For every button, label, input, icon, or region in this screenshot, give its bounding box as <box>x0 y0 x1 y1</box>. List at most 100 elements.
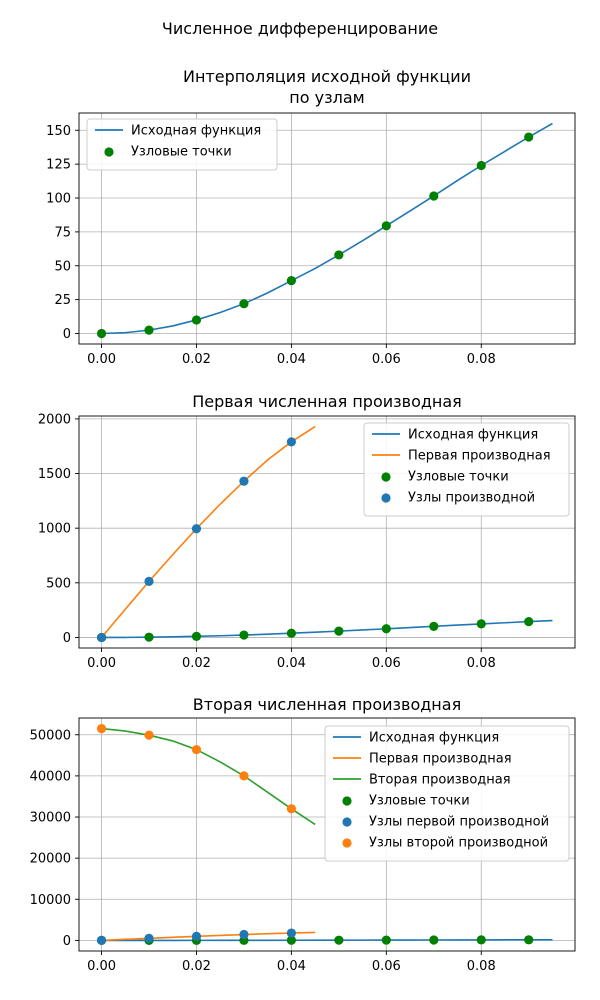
data-point-узлы-первой-производной <box>286 928 297 938</box>
legend-box <box>86 118 278 171</box>
chart-title-line: по узлам <box>289 88 364 107</box>
legend-label: Узлы производной <box>408 491 535 506</box>
legend-label: Узловые точки <box>131 145 232 160</box>
data-point-узловые-точки <box>286 628 297 638</box>
axes-frame <box>78 112 576 345</box>
legend-label: Первая производная <box>369 752 512 767</box>
legend: Исходная функция Первая производная Узловы… <box>363 422 570 517</box>
chart-title-line: Первая численная производная <box>192 392 462 411</box>
data-point-узлы-второй-производной <box>286 804 297 814</box>
legend-label: Узловые точки <box>369 794 470 809</box>
y-tick-label: 50000 <box>30 728 71 743</box>
series-line-первая-производная <box>100 425 316 638</box>
data-point-узловые-точки <box>476 935 486 945</box>
y-tick-label: 50 <box>54 259 71 274</box>
y-tick-label: 125 <box>46 158 71 173</box>
y-tick-label: 10000 <box>30 893 71 908</box>
data-point-узловые-точки <box>239 630 249 640</box>
legend-box <box>363 422 570 517</box>
y-tick-label: 25 <box>54 293 71 308</box>
legend-marker-swatch <box>342 796 352 806</box>
y-tick-label: 2000 <box>38 412 71 427</box>
x-tick-label: 0.02 <box>182 352 211 367</box>
y-tick-label: 1000 <box>38 522 71 537</box>
data-point-узлы-первой-производной <box>191 931 202 941</box>
x-tick-label: 0.02 <box>182 959 211 974</box>
y-tick-label: 0 <box>63 631 71 646</box>
data-point-узловые-точки <box>429 935 439 945</box>
x-tick-label: 0.00 <box>87 352 116 367</box>
legend-label: Исходная функция <box>408 428 538 443</box>
y-tick-label: 500 <box>46 576 71 591</box>
data-point-узлы-второй-производной <box>191 744 202 755</box>
data-point-узлы-производной <box>286 437 297 447</box>
y-tick-label: 30000 <box>30 811 71 826</box>
legend-label: Первая производная <box>408 449 551 464</box>
data-point-узловые-точки <box>191 315 202 325</box>
legend-box <box>324 725 570 862</box>
legend-marker-swatch <box>342 838 352 848</box>
data-point-узловые-точки <box>381 221 391 231</box>
x-tick-label: 0.00 <box>87 656 116 671</box>
x-tick-label: 0.06 <box>372 352 401 367</box>
data-point-узлы-первой-производной <box>96 935 107 946</box>
x-tick-label: 0.08 <box>467 352 496 367</box>
legend: Исходная функция Узловые точки <box>86 118 278 171</box>
legend-label: Исходная функция <box>131 124 261 139</box>
figure-title: Численное дифференцирование <box>162 19 438 38</box>
data-point-узловые-точки <box>476 619 486 629</box>
data-point-узловые-точки <box>476 160 486 171</box>
data-point-узлы-производной <box>191 524 202 534</box>
chart-title-line: Вторая численная производная <box>193 695 461 714</box>
legend-marker-swatch <box>381 493 391 503</box>
chart-first-derivative: Первая численная производная 0.00 0.02 0.04… <box>38 392 576 671</box>
data-point-узловые-точки <box>524 132 534 142</box>
data-point-узловые-точки <box>96 328 107 339</box>
data-point-узлы-первой-производной <box>144 933 154 943</box>
legend-label: Вторая производная <box>369 773 511 788</box>
y-tick-label: 75 <box>54 225 71 240</box>
axes-frame <box>78 717 576 952</box>
data-point-узлы-производной <box>96 632 107 643</box>
data-point-узловые-точки <box>381 624 391 634</box>
data-point-узловые-точки <box>144 325 154 335</box>
legend: Исходная функция Первая производная Вторая… <box>324 725 570 862</box>
y-tick-label: 20000 <box>30 852 71 867</box>
data-point-узловые-точки <box>239 299 249 309</box>
data-point-узловые-точки <box>286 276 297 286</box>
legend-marker-swatch <box>342 817 352 827</box>
legend-marker-swatch <box>381 472 391 482</box>
data-point-узлы-второй-производной <box>239 771 249 781</box>
data-point-узловые-точки <box>334 935 344 945</box>
x-tick-label: 0.06 <box>372 959 401 974</box>
x-tick-label: 0.06 <box>372 656 401 671</box>
x-tick-label: 0.00 <box>87 959 116 974</box>
data-point-узловые-точки <box>286 935 297 945</box>
data-point-узловые-точки <box>381 935 391 945</box>
legend-label: Узловые точки <box>408 470 509 485</box>
chart-interpolation: Интерполяция исходной функции по узлам 0.0… <box>46 67 576 367</box>
data-point-узловые-точки <box>191 631 202 641</box>
data-point-узлы-второй-производной <box>144 730 154 740</box>
axes-frame <box>78 415 576 649</box>
data-point-узловые-точки <box>144 632 154 642</box>
series-line-первая-производная <box>101 931 316 942</box>
data-point-узловые-точки <box>429 621 439 631</box>
y-tick-label: 100 <box>46 192 71 207</box>
data-point-узлы-производной <box>239 476 249 486</box>
x-tick-label: 0.08 <box>467 959 496 974</box>
series-line-исходная-функция <box>101 122 553 335</box>
x-tick-label: 0.04 <box>277 656 306 671</box>
legend-marker-swatch <box>104 147 114 157</box>
y-tick-label: 0 <box>63 327 71 342</box>
data-point-узлы-первой-производной <box>239 929 249 940</box>
x-tick-label: 0.04 <box>277 352 306 367</box>
data-point-узлы-производной <box>144 576 154 586</box>
data-point-узловые-точки <box>334 250 344 260</box>
x-tick-label: 0.02 <box>182 656 211 671</box>
data-point-узловые-точки <box>524 935 534 945</box>
series-line-вторая-производная <box>101 727 316 826</box>
y-tick-label: 150 <box>46 124 71 139</box>
legend-label: Узлы первой производной <box>369 815 549 830</box>
